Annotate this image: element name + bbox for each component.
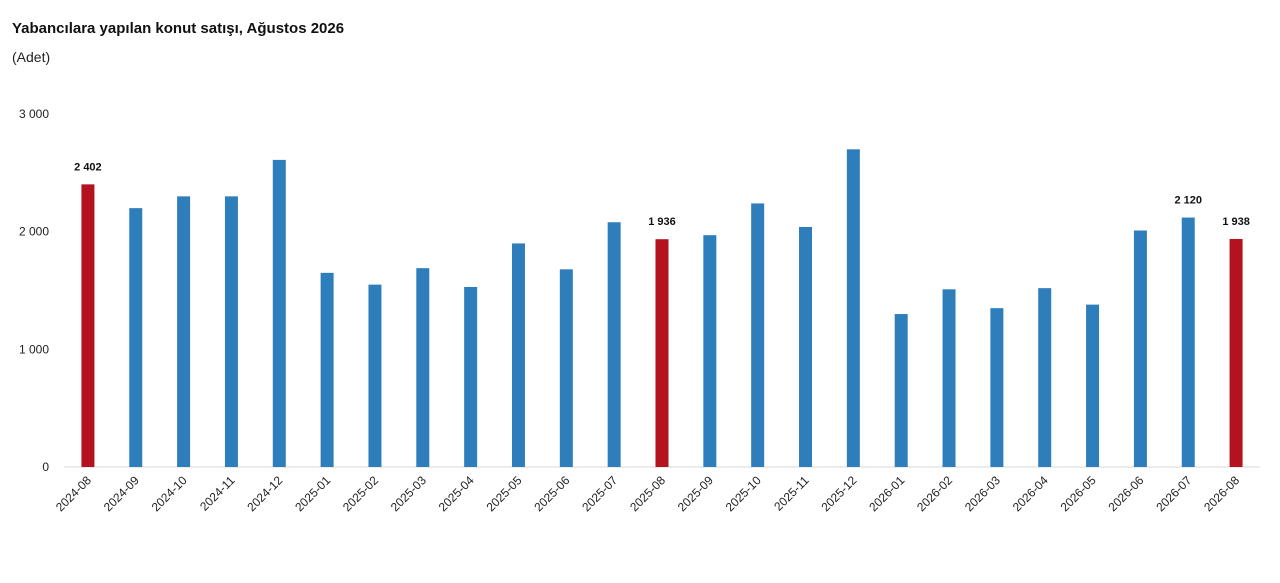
bar-2025-11	[799, 226, 813, 467]
bar-2025-05	[511, 243, 525, 467]
x-tick-label: 2025-09	[675, 473, 716, 514]
bar-2025-03	[416, 268, 430, 467]
x-tick-label: 2025-08	[627, 473, 668, 514]
x-tick-label: 2024-11	[197, 473, 238, 514]
x-tick-label: 2026-03	[962, 473, 1003, 514]
bar-2026-01	[894, 314, 908, 467]
x-tick-label: 2026-07	[1153, 473, 1194, 514]
x-tick-label: 2025-01	[292, 473, 333, 514]
bar-2025-02	[368, 284, 382, 467]
x-tick-label: 2025-12	[818, 473, 859, 514]
x-tick-label: 2026-01	[866, 473, 907, 514]
bar-2024-12	[272, 159, 286, 467]
data-label: 2 402	[74, 161, 102, 173]
y-tick-label: 3 000	[19, 107, 49, 121]
bar-2026-02	[942, 289, 956, 467]
x-tick-label: 2025-03	[388, 473, 429, 514]
data-label: 1 938	[1222, 216, 1250, 228]
x-tick-label: 2025-05	[484, 473, 525, 514]
x-tick-label: 2024-12	[244, 473, 285, 514]
bar-2026-08	[1229, 238, 1243, 467]
x-tick-label: 2024-08	[53, 473, 94, 514]
bar-2025-06	[559, 269, 573, 467]
x-tick-label: 2025-06	[531, 473, 572, 514]
x-tick-label: 2025-11	[771, 473, 812, 514]
bar-2026-04	[1038, 288, 1052, 467]
chart-title: Yabancılara yapılan konut satışı, Ağusto…	[12, 20, 345, 37]
bar-2025-07	[607, 222, 621, 467]
chart-subtitle: (Adet)	[12, 49, 51, 65]
bar-2025-09	[703, 235, 717, 467]
bar-2025-10	[751, 203, 765, 467]
bar-2026-03	[990, 308, 1004, 467]
bar-2025-04	[464, 286, 478, 467]
bar-2026-07	[1181, 217, 1195, 467]
x-tick-label: 2026-02	[914, 473, 955, 514]
x-tick-label: 2025-10	[723, 473, 764, 514]
x-tick-label: 2024-10	[149, 473, 190, 514]
x-tick-label: 2025-02	[340, 473, 381, 514]
bar-2025-12	[846, 149, 860, 468]
bar-2026-05	[1086, 304, 1100, 467]
bar-2024-08	[81, 184, 95, 467]
bar-2024-11	[224, 196, 238, 467]
data-label: 2 120	[1174, 195, 1202, 207]
x-tick-label: 2026-05	[1058, 473, 1099, 514]
bar-2025-01	[320, 272, 334, 467]
x-tick-label: 2025-04	[436, 473, 477, 514]
y-tick-label: 0	[42, 460, 49, 474]
y-tick-label: 1 000	[19, 342, 49, 356]
x-tick-label: 2026-04	[1010, 473, 1051, 514]
x-tick-label: 2026-06	[1105, 473, 1146, 514]
bar-2024-10	[177, 196, 191, 467]
data-label: 1 936	[648, 216, 676, 228]
x-tick-label: 2026-08	[1201, 473, 1242, 514]
x-tick-label: 2025-07	[579, 473, 620, 514]
bar-2026-06	[1133, 230, 1147, 467]
bar-2025-08	[655, 239, 669, 467]
bar-2024-09	[129, 208, 143, 467]
y-tick-label: 2 000	[19, 225, 49, 239]
x-tick-label: 2024-09	[101, 473, 142, 514]
